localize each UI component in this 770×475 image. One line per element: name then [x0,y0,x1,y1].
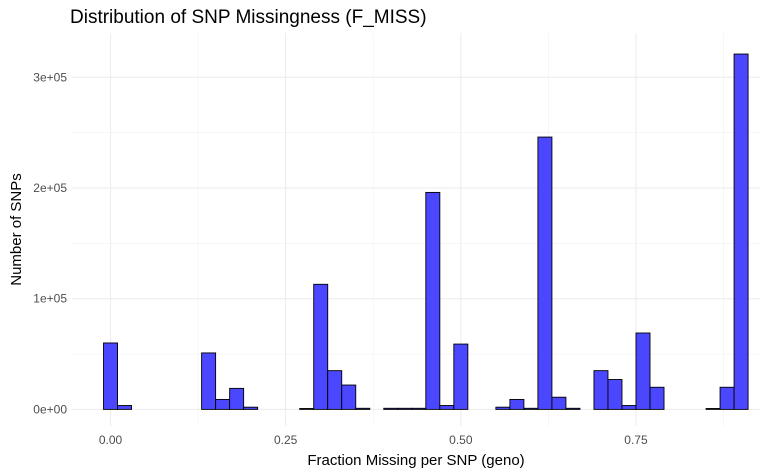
histogram-bar [439,405,455,410]
histogram-bars [103,53,749,410]
x-tick-label: 0.00 [99,433,123,447]
chart-title: Distribution of SNP Missingness (F_MISS) [70,7,427,28]
y-tick-label: 2e+05 [33,181,67,195]
histogram-bar [593,370,609,410]
histogram-bar [229,387,245,410]
histogram-bar [327,370,343,410]
histogram-bar [201,352,217,410]
histogram-bar [523,407,539,410]
histogram-bar [425,191,441,410]
histogram-bar [313,283,329,410]
histogram-bar [551,396,567,410]
histogram-bar [355,407,371,410]
histogram-bar [621,405,637,410]
histogram-bar [495,406,511,410]
histogram-bar [383,407,399,410]
histogram-bar [299,408,315,410]
histogram-bar [565,407,581,410]
histogram-bar [341,384,357,410]
histogram-bar [453,343,469,410]
histogram-bar [509,398,525,410]
x-tick-label: 0.25 [274,433,298,447]
histogram-bar [243,406,259,410]
x-tick-label: 0.75 [624,433,648,447]
histogram-bar [215,398,231,410]
histogram-bar [705,408,721,410]
y-tick-label: 3e+05 [33,70,67,84]
y-axis-title: Number of SNPs [8,173,25,286]
x-axis-title: Fraction Missing per SNP (geno) [307,452,524,469]
histogram-bar [607,379,623,410]
x-axis-ticks: 0.00 0.25 0.50 0.75 [99,433,648,447]
histogram-bar [117,405,133,410]
y-axis-ticks: 0e+00 1e+05 2e+05 3e+05 [33,70,67,416]
y-tick-label: 0e+00 [33,402,67,416]
histogram-bar [635,332,651,410]
grid-lines [72,33,760,426]
histogram-bar [649,386,665,410]
histogram-bar [537,136,553,410]
histogram-bar [719,386,735,410]
histogram-bar [397,407,413,410]
y-tick-label: 1e+05 [33,292,67,306]
histogram-bar [103,342,118,410]
histogram-bar [411,407,427,410]
histogram-bar [733,53,749,410]
x-tick-label: 0.50 [449,433,473,447]
